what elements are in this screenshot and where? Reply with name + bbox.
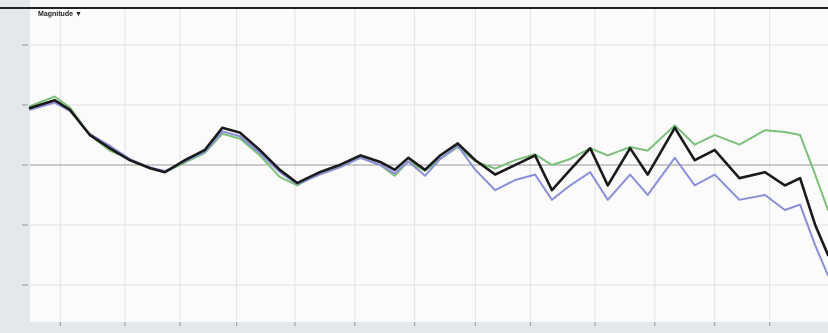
series-line xyxy=(28,98,828,257)
x-axis-strip xyxy=(30,322,828,333)
chart-title[interactable]: Magnitude ▼ xyxy=(38,11,82,18)
y-axis-strip xyxy=(0,0,30,333)
